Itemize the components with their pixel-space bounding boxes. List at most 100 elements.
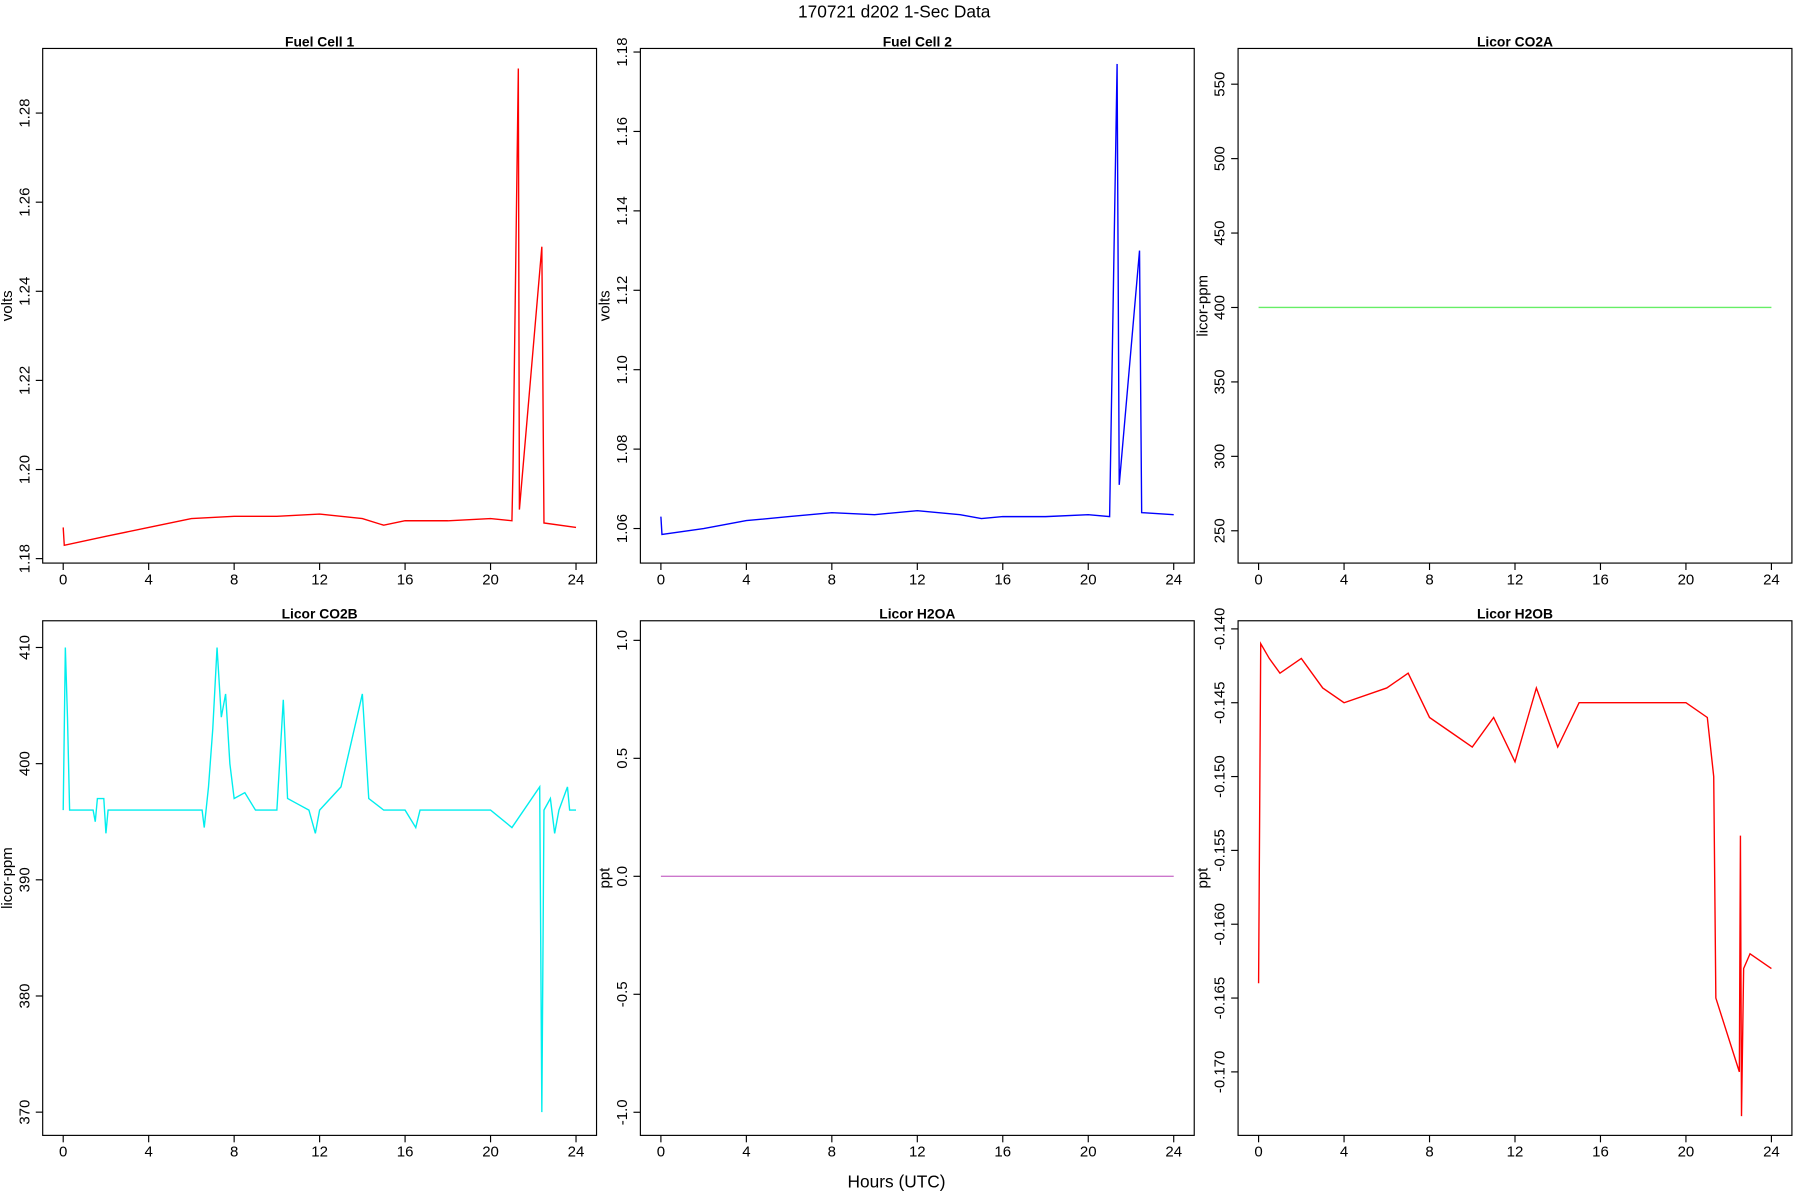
x-tick-label: 4 [145,1144,153,1161]
x-tick-label: 24 [1763,1144,1780,1161]
x-tick-label: 0 [1254,571,1262,588]
x-tick-label: 8 [230,1144,238,1161]
plot-frame [1237,47,1793,564]
x-tick-label: 20 [482,1144,499,1161]
x-tick-label: 8 [1425,571,1433,588]
y-axis-label: ppt [1194,867,1211,889]
panel-title: Licor CO2B [282,606,358,622]
plot-frame [639,47,1195,564]
y-tick-label: 450 [1212,221,1229,246]
x-tick-label: 8 [230,571,238,588]
panel-title: Fuel Cell 2 [883,33,952,49]
x-tick-label: 16 [1592,571,1609,588]
y-tick-label: 1.14 [614,196,631,225]
x-tick-label: 12 [311,1144,328,1161]
data-line [1257,641,1772,1117]
y-tick-label: 500 [1212,146,1229,171]
y-tick-label: -1.0 [614,1099,631,1125]
x-tick-label: 12 [1507,1144,1524,1161]
panel-title: Licor CO2A [1477,33,1553,49]
x-tick-label: 16 [397,1144,414,1161]
y-tick-label: 1.0 [614,630,631,651]
x-tick-label: 24 [568,1144,585,1161]
x-tick-label: 12 [909,1144,926,1161]
data-line [62,68,577,547]
x-tick-label: 8 [828,1144,836,1161]
x-tick-label: 16 [994,571,1011,588]
x-tick-label: 24 [1165,571,1182,588]
x-tick-label: 24 [1165,1144,1182,1161]
y-tick-label: 400 [1212,295,1229,320]
x-tick-label: 20 [482,571,499,588]
plot-frame [1237,620,1793,1136]
y-tick-label: 1.16 [614,117,631,146]
y-tick-label: 1.22 [16,366,33,395]
figure-title: 170721 d202 1-Sec Data [798,1,991,21]
x-tick-label: 16 [994,1144,1011,1161]
plot-frame [639,620,1195,1136]
x-tick-label: 20 [1080,1144,1097,1161]
x-tick-label: 16 [397,571,414,588]
x-tick-label: 8 [828,571,836,588]
y-tick-label: 0.5 [614,748,631,769]
y-axis-label: licor-ppm [0,847,16,909]
x-tick-label: 0 [59,571,67,588]
y-tick-label: 1.06 [614,514,631,543]
x-tick-label: 20 [1080,571,1097,588]
y-axis-label: volts [0,290,16,321]
y-tick-label: -0.160 [1212,903,1229,946]
x-tick-label: 0 [657,571,665,588]
panel-title: Licor H2OB [1477,606,1553,622]
y-tick-label: -0.145 [1212,681,1229,724]
x-axis-label: Hours (UTC) [848,1171,946,1191]
x-tick-label: 12 [311,571,328,588]
x-tick-label: 8 [1425,1144,1433,1161]
x-tick-label: 0 [59,1144,67,1161]
y-tick-label: 400 [16,751,33,776]
x-tick-label: 20 [1678,571,1695,588]
y-tick-label: 380 [16,983,33,1008]
y-tick-label: 1.08 [614,435,631,464]
y-tick-label: 1.18 [614,37,631,66]
y-tick-label: 1.18 [16,544,33,573]
y-tick-label: 370 [16,1100,33,1125]
y-tick-label: 1.26 [16,188,33,217]
panel-title: Licor H2OA [879,606,955,622]
y-tick-label: 1.20 [16,455,33,484]
y-tick-label: 550 [1212,72,1229,97]
y-tick-label: 250 [1212,518,1229,543]
y-axis-label: licor-ppm [1194,275,1211,337]
x-tick-label: 4 [1340,1144,1348,1161]
y-tick-label: 410 [16,635,33,660]
panel-title: Fuel Cell 1 [285,33,354,49]
y-tick-label: 350 [1212,369,1229,394]
y-tick-label: -0.165 [1212,977,1229,1020]
x-tick-label: 24 [1763,571,1780,588]
x-tick-label: 0 [657,1144,665,1161]
y-tick-label: 1.12 [614,276,631,305]
plot-frame [42,47,598,564]
y-tick-label: -0.155 [1212,829,1229,872]
y-axis-label: volts [597,290,614,321]
y-tick-label: 0.0 [614,866,631,887]
y-tick-label: 1.24 [16,277,33,306]
data-line [62,647,577,1113]
y-axis-label: ppt [597,867,614,889]
y-tick-label: -0.170 [1212,1051,1229,1094]
plot-frame [42,620,598,1136]
x-tick-label: 4 [742,571,750,588]
x-tick-label: 16 [1592,1144,1609,1161]
y-tick-label: -0.5 [614,981,631,1007]
y-tick-label: 300 [1212,444,1229,469]
x-tick-label: 12 [1507,571,1524,588]
y-tick-label: -0.150 [1212,755,1229,798]
x-tick-label: 24 [568,571,585,588]
x-tick-label: 20 [1678,1144,1695,1161]
x-tick-label: 12 [909,571,926,588]
y-tick-label: -0.140 [1212,608,1229,651]
data-line [660,63,1174,536]
x-tick-label: 4 [1340,571,1348,588]
y-tick-label: 1.28 [16,98,33,127]
